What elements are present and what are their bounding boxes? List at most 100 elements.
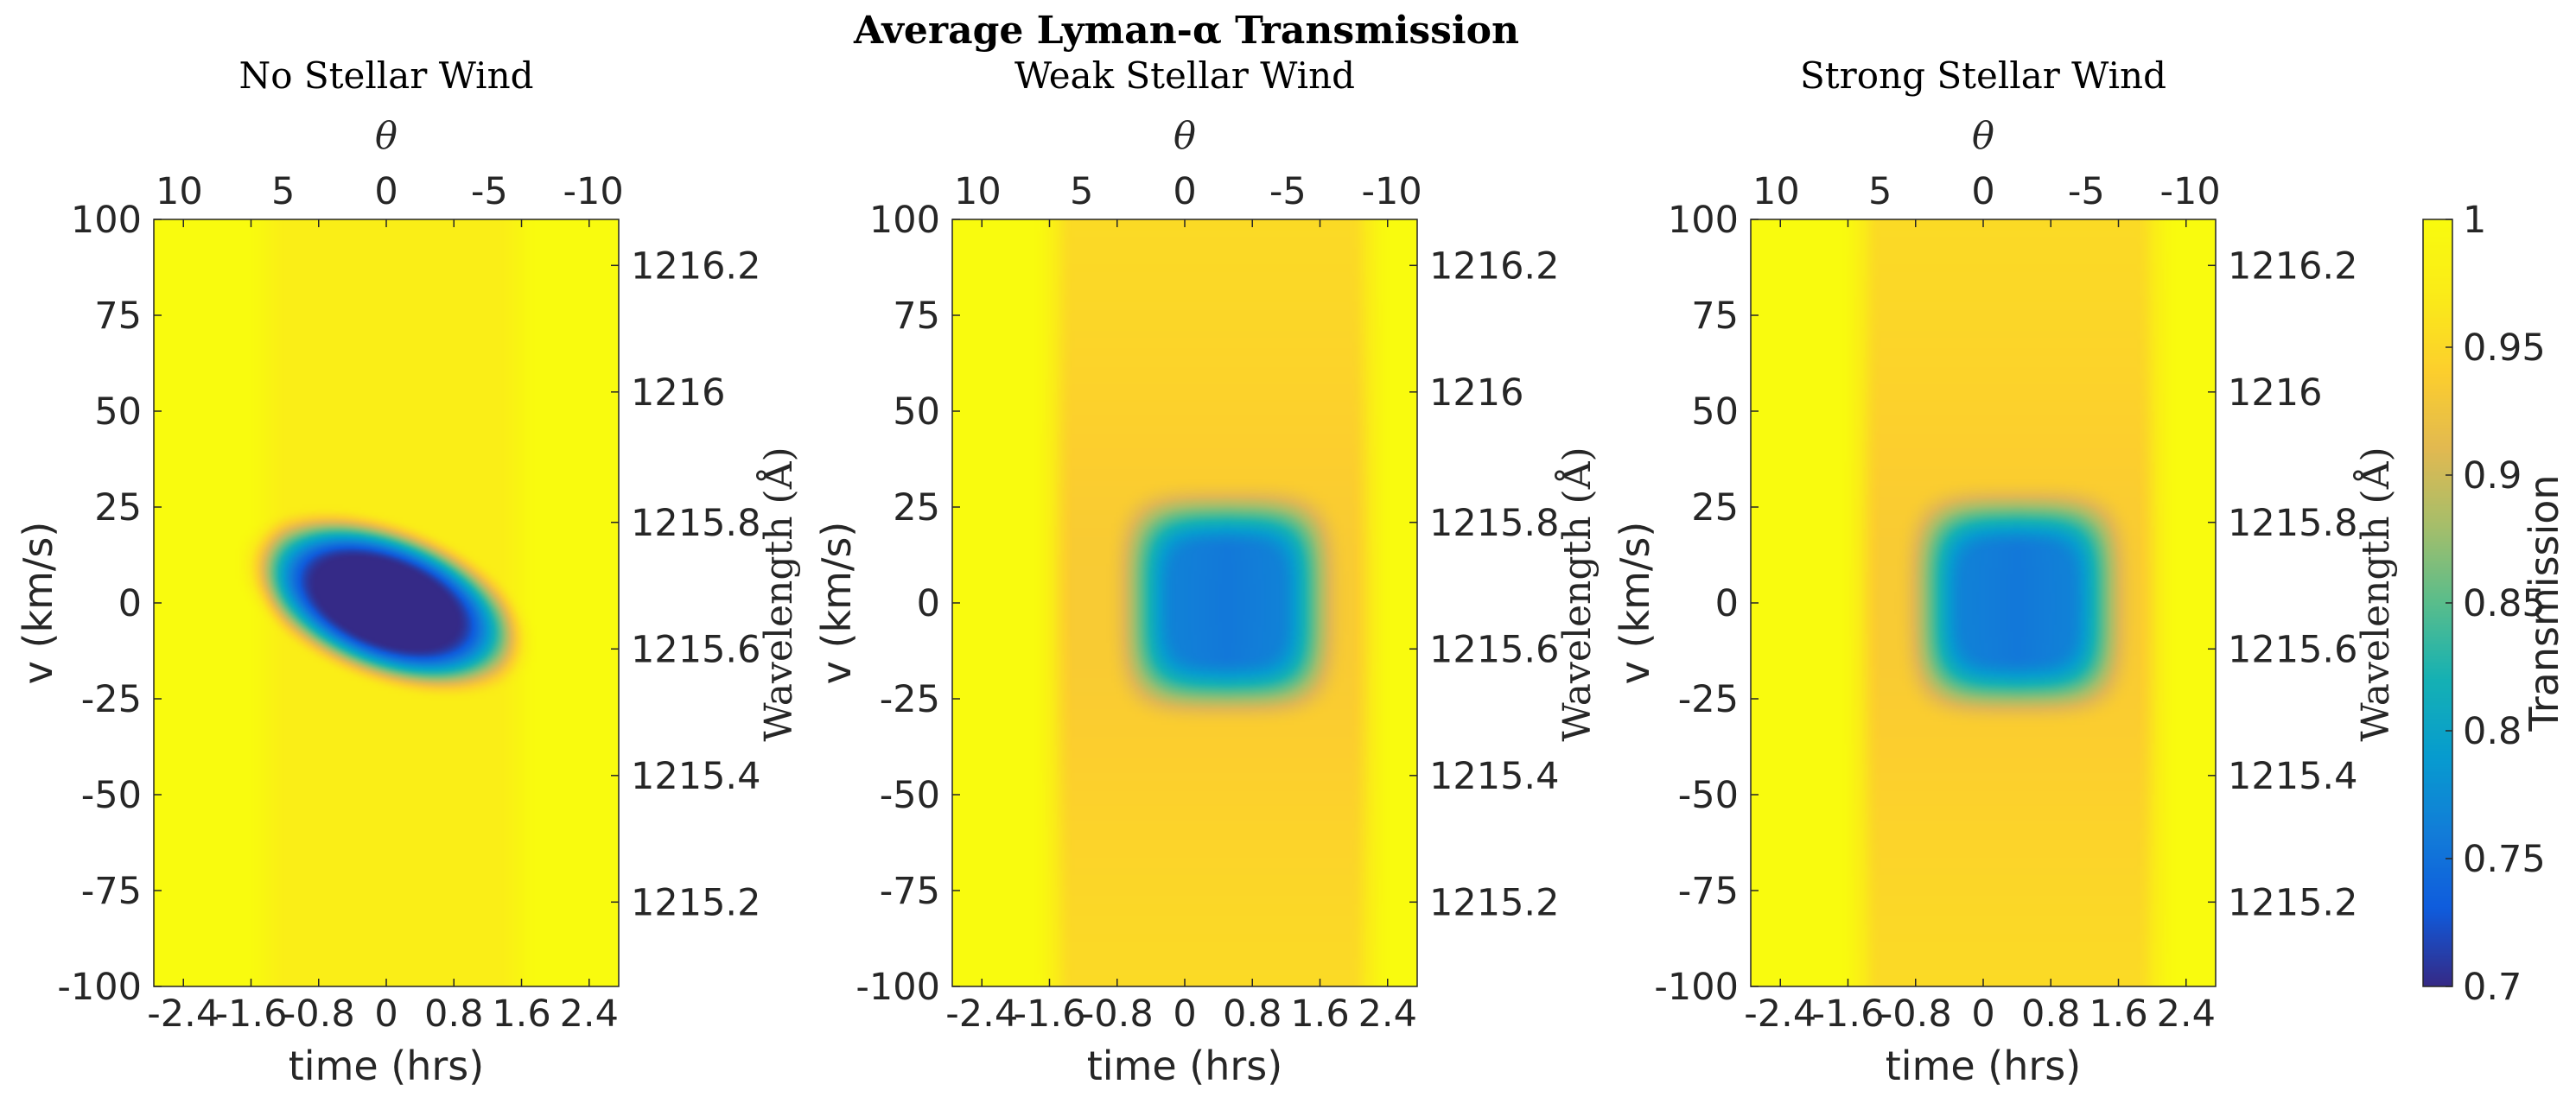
wavelength-tick-label: 1215.6 bbox=[631, 628, 760, 671]
theta-tick-label: -10 bbox=[1362, 170, 1422, 213]
wavelength-tick-label: 1215.4 bbox=[1429, 755, 1559, 798]
wavelength-tick-label: 1215.2 bbox=[631, 881, 760, 924]
panels: -2.4-1.6-0.8 0 0.8 1.6 2.4-100-75-50-2502550… bbox=[15, 54, 2398, 1089]
x-tick-label: 2.4 bbox=[560, 992, 619, 1036]
y-tick-label: -50 bbox=[1678, 774, 1739, 817]
theta-tick-label: -5 bbox=[1269, 170, 1307, 213]
y-tick-label: 25 bbox=[1691, 486, 1739, 529]
wavelength-tick-label: 1215.8 bbox=[631, 502, 760, 545]
y-tick-label: 100 bbox=[71, 199, 142, 242]
heatmap-image bbox=[952, 219, 1417, 986]
x-tick-label: -2.4 bbox=[147, 992, 219, 1036]
x-tick-label: -0.8 bbox=[1081, 992, 1154, 1036]
colorbar-tick-label: 1 bbox=[2463, 199, 2486, 242]
x-tick-label: 0.8 bbox=[1223, 992, 1282, 1036]
panel-title: No Stellar Wind bbox=[239, 54, 533, 97]
colorbar-tick-label: 0.75 bbox=[2463, 838, 2546, 881]
y-tick-label: -75 bbox=[81, 870, 142, 913]
y-tick-label: -50 bbox=[81, 774, 142, 817]
colorbar: 1 0.95 0.9 0.85 0.8 0.75 0.7 Transmission bbox=[2422, 199, 2567, 1009]
y-tick-label: -100 bbox=[57, 966, 142, 1009]
y-tick-label: 100 bbox=[1668, 199, 1739, 242]
x-axis-label: time (hrs) bbox=[289, 1043, 484, 1089]
x-tick-label: 0 bbox=[374, 992, 398, 1036]
y-tick-label: -75 bbox=[1678, 870, 1739, 913]
x-axis-label: time (hrs) bbox=[1886, 1043, 2081, 1089]
chart-panel-3: -2.4-1.6-0.8 0 0.8 1.6 2.4-100-75-50-2502550… bbox=[1612, 54, 2398, 1089]
wavelength-tick-label: 1215.6 bbox=[2228, 628, 2357, 671]
wavelength-tick-label: 1215.6 bbox=[1429, 628, 1559, 671]
theta-tick-label: 0 bbox=[1173, 170, 1196, 213]
wavelength-tick-label: 1215.2 bbox=[1429, 881, 1559, 924]
panel-title: Weak Stellar Wind bbox=[1014, 54, 1355, 97]
x-tick-label: 2.4 bbox=[2157, 992, 2216, 1036]
wavelength-tick-label: 1216.2 bbox=[1429, 244, 1559, 288]
y-tick-label: -25 bbox=[880, 678, 940, 721]
x-axis-label: time (hrs) bbox=[1087, 1043, 1282, 1089]
y-tick-label: 50 bbox=[893, 390, 940, 434]
wavelength-tick-label: 1215.4 bbox=[2228, 755, 2357, 798]
wavelength-tick-label: 1216.2 bbox=[2228, 244, 2357, 288]
x-tick-label: 1.6 bbox=[2089, 992, 2147, 1036]
chart-panel-2: -2.4-1.6-0.8 0 0.8 1.6 2.4-100-75-50-2502550… bbox=[813, 54, 1600, 1089]
y-tick-label: 25 bbox=[893, 486, 940, 529]
y-tick-label: 50 bbox=[94, 390, 142, 434]
x-tick-label: -1.6 bbox=[1014, 992, 1086, 1036]
y-axis-label: v (km/s) bbox=[813, 522, 860, 685]
theta-axis-label: θ bbox=[375, 115, 398, 158]
y-tick-label: -25 bbox=[81, 678, 142, 721]
wavelength-axis-label: Wavelength (Å) bbox=[755, 447, 801, 741]
y-tick-label: 0 bbox=[118, 582, 142, 625]
wavelength-tick-label: 1215.8 bbox=[1429, 502, 1559, 545]
x-tick-label: -1.6 bbox=[215, 992, 288, 1036]
theta-axis-label: θ bbox=[1972, 115, 1994, 158]
x-tick-label: 0 bbox=[1173, 992, 1196, 1036]
theta-tick-label: 0 bbox=[374, 170, 398, 213]
y-tick-label: -100 bbox=[1654, 966, 1739, 1009]
theta-tick-label: 5 bbox=[1070, 170, 1093, 213]
theta-tick-label: -5 bbox=[471, 170, 508, 213]
theta-tick-label: 10 bbox=[156, 170, 203, 213]
wavelength-tick-label: 1215.2 bbox=[2228, 881, 2357, 924]
theta-tick-label: 0 bbox=[1971, 170, 1994, 213]
colorbar-tick-label: 0.8 bbox=[2463, 710, 2522, 753]
y-tick-label: 75 bbox=[1691, 295, 1739, 338]
x-tick-label: -0.8 bbox=[283, 992, 355, 1036]
y-tick-label: 50 bbox=[1691, 390, 1739, 434]
y-axis-label: v (km/s) bbox=[15, 522, 61, 685]
wavelength-axis-label: Wavelength (Å) bbox=[1554, 447, 1600, 741]
x-tick-label: 0.8 bbox=[2021, 992, 2080, 1036]
y-axis-label: v (km/s) bbox=[1612, 522, 1658, 685]
theta-tick-label: 5 bbox=[271, 170, 295, 213]
panel-title: Strong Stellar Wind bbox=[1800, 54, 2166, 97]
figure-title: Average Lyman-α Transmission bbox=[853, 9, 1519, 53]
colorbar-tick-label: 0.95 bbox=[2463, 327, 2546, 370]
theta-tick-label: -10 bbox=[2160, 170, 2221, 213]
x-tick-label: -2.4 bbox=[1744, 992, 1816, 1036]
theta-tick-label: 10 bbox=[1752, 170, 1800, 213]
y-tick-label: -100 bbox=[855, 966, 940, 1009]
theta-tick-label: -10 bbox=[563, 170, 624, 213]
wavelength-tick-label: 1215.4 bbox=[631, 755, 760, 798]
y-tick-label: -25 bbox=[1678, 678, 1739, 721]
heatmap-image bbox=[154, 219, 619, 986]
x-tick-label: -0.8 bbox=[1880, 992, 1952, 1036]
y-tick-label: 0 bbox=[1715, 582, 1739, 625]
colorbar-tick-label: 0.85 bbox=[2463, 582, 2546, 625]
x-tick-label: -1.6 bbox=[1812, 992, 1885, 1036]
y-tick-label: 0 bbox=[917, 582, 940, 625]
wavelength-tick-label: 1216 bbox=[631, 371, 725, 415]
y-tick-label: 25 bbox=[94, 486, 142, 529]
wavelength-axis-label: Wavelength (Å) bbox=[2352, 447, 2398, 741]
wavelength-tick-label: 1216 bbox=[1429, 371, 1523, 415]
y-tick-label: 75 bbox=[893, 295, 940, 338]
y-tick-label: 100 bbox=[869, 199, 940, 242]
theta-tick-label: 10 bbox=[954, 170, 1002, 213]
x-tick-label: 2.4 bbox=[1358, 992, 1417, 1036]
wavelength-tick-label: 1215.8 bbox=[2228, 502, 2357, 545]
x-tick-label: 1.6 bbox=[1290, 992, 1349, 1036]
y-tick-label: -75 bbox=[880, 870, 940, 913]
chart-panel-1: -2.4-1.6-0.8 0 0.8 1.6 2.4-100-75-50-2502550… bbox=[15, 54, 801, 1089]
x-tick-label: 0 bbox=[1971, 992, 1994, 1036]
